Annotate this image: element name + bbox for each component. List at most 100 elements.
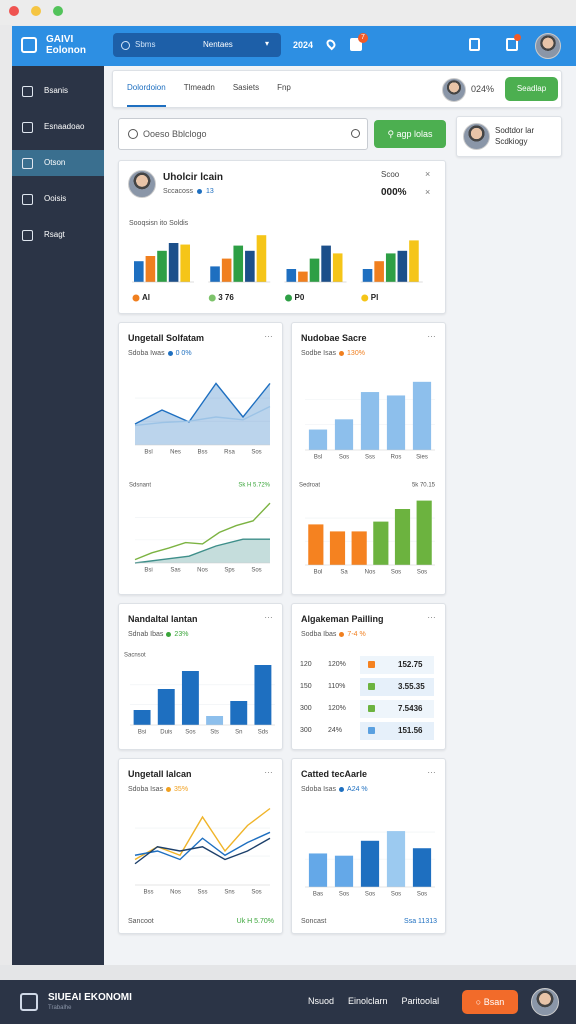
- search-label: Sbms: [135, 40, 156, 49]
- card-dot: [339, 351, 345, 356]
- tab[interactable]: Sasiets: [232, 83, 260, 92]
- close-icon[interactable]: ×: [425, 187, 431, 197]
- sidebar-item[interactable]: Ooisis: [12, 186, 104, 212]
- user-avatar[interactable]: [535, 33, 561, 59]
- sidebar-icon: [22, 230, 33, 241]
- tab[interactable]: Tlmeadn: [183, 83, 215, 92]
- card-subtitle: Sdoba Isas: [128, 786, 164, 793]
- card-badge: 0 0%: [175, 350, 192, 357]
- footer-link[interactable]: Nsuod: [308, 996, 335, 1006]
- card-menu[interactable]: …: [427, 610, 436, 620]
- card-subtitle-row: Sdoba Isas 35%: [128, 786, 188, 793]
- minimize-dot[interactable]: [31, 6, 41, 16]
- footer-sub: Trabalhe: [48, 1005, 72, 1011]
- notification-icon[interactable]: [506, 34, 521, 51]
- footer-avatar[interactable]: [531, 988, 559, 1016]
- summary-side-value: 000%: [381, 187, 407, 198]
- table-cell: 24%: [328, 727, 343, 734]
- logo-icon: [21, 37, 37, 53]
- tabs: Dolordoion Tlmeadn Sasiets Fnp: [127, 71, 291, 107]
- summary-subtitle-row: Sccacoss 13: [163, 188, 214, 195]
- summary-avatar: [128, 170, 156, 198]
- pin-icon[interactable]: [324, 37, 338, 51]
- card-subtitle: Sdoba Isas: [301, 786, 337, 793]
- table-cell: 120%: [328, 661, 346, 668]
- card-menu[interactable]: …: [427, 329, 436, 339]
- search-submit-icon[interactable]: [351, 129, 360, 138]
- close-icon[interactable]: ×: [425, 169, 431, 179]
- sidebar-item[interactable]: Bsanis: [12, 78, 104, 104]
- card-subtitle-row: Sdoba Iwas 0 0%: [128, 350, 192, 357]
- search-select[interactable]: Sbms Nentaes ▾: [113, 33, 281, 57]
- card-menu[interactable]: …: [264, 329, 273, 339]
- summary-dot: [196, 189, 202, 194]
- logo: GAIVI Eolonon: [46, 34, 86, 56]
- footer-link[interactable]: Paritoolal: [401, 996, 440, 1006]
- box-icon[interactable]: 7: [350, 33, 368, 51]
- bag-icon[interactable]: [469, 38, 480, 51]
- card-title: Catted tecAarle: [301, 769, 368, 779]
- footer-link[interactable]: Einolclarn: [348, 996, 388, 1006]
- search-box[interactable]: Ooeso Bblclogo: [118, 118, 368, 150]
- card-title: Ungetall lalcan: [128, 769, 192, 779]
- card-dot: [166, 787, 172, 792]
- card-subtitle-row: Sodbe Isas 130%: [301, 350, 365, 357]
- card-subtitle: Sodba Ibas: [301, 631, 337, 638]
- card-title: Nudobae Sacre: [301, 333, 367, 343]
- card-badge: 7-4 %: [347, 631, 366, 638]
- caret: ▾: [265, 39, 270, 48]
- summary-card: Uholcir lcain Sccacoss 13 Scoo 000% × × S…: [118, 160, 446, 314]
- logo-top: GAIVI: [46, 34, 74, 45]
- tab-bar: Dolordoion Tlmeadn Sasiets Fnp 024% Seadlap: [112, 70, 562, 108]
- profile-role: Scdkiogy: [495, 137, 528, 146]
- year[interactable]: 2024: [293, 40, 314, 50]
- summary-side-label: Scoo: [381, 170, 400, 179]
- card: Nandaltal lantan … Sdnab Ibas 23%: [118, 603, 283, 750]
- footer-logo-icon: [20, 993, 38, 1011]
- card-dot: [339, 632, 345, 637]
- sidebar-item[interactable]: Rsagt: [12, 222, 104, 248]
- table-cell: 120: [300, 661, 312, 668]
- sidebar: Bsanis Esnaadoao Otson Ooisis Rsagt: [12, 66, 104, 965]
- card-title: Nandaltal lantan: [128, 614, 198, 624]
- sidebar-item[interactable]: Esnaadoao: [12, 114, 104, 140]
- search-button[interactable]: ⚲ agp lolas: [374, 120, 446, 148]
- footer-button-label: Bsan: [483, 997, 505, 1007]
- table-icon: [368, 705, 375, 712]
- maximize-dot[interactable]: [53, 6, 63, 16]
- search-icon: [121, 41, 130, 50]
- table-icon: [368, 661, 375, 668]
- tab[interactable]: Fnp: [277, 83, 291, 92]
- table-cell-bg: [360, 678, 434, 696]
- table-cell: 110%: [328, 683, 346, 690]
- profile-name: Sodtdor lar: [495, 126, 535, 135]
- summary-chart-label: Sooqsisn ito Soldis: [129, 220, 189, 227]
- card-menu[interactable]: …: [264, 610, 273, 620]
- close-dot[interactable]: [9, 6, 19, 16]
- tab-button[interactable]: Seadlap: [505, 77, 558, 101]
- gap: [0, 965, 576, 980]
- top-bar: GAIVI Eolonon Sbms Nentaes ▾ 2024 7: [12, 26, 576, 66]
- card-footer-note: Uk H 5.70%: [236, 918, 274, 925]
- sidebar-icon: [22, 194, 33, 205]
- card-subtitle: Sodbe Isas: [301, 350, 337, 357]
- card: Algakeman Pailling … Sodba Ibas 7-4 % 120 120…: [291, 603, 446, 750]
- tab-avatar[interactable]: [442, 78, 466, 102]
- card: Ungetall Solfatam … Sdoba Iwas 0 0%: [118, 322, 283, 595]
- table-cell: 120%: [328, 705, 346, 712]
- card-subtitle-row: Sodba Ibas 7-4 %: [301, 631, 366, 638]
- sidebar-icon: [22, 86, 33, 97]
- sidebar-icon: [22, 158, 33, 169]
- summary-badge: 13: [205, 188, 214, 195]
- footer-button[interactable]: ○ Bsan: [462, 990, 518, 1014]
- sidebar-item[interactable]: Otson: [12, 150, 104, 176]
- card-subtitle-row: Sdnab Ibas 23%: [128, 631, 188, 638]
- card-menu[interactable]: …: [427, 765, 436, 775]
- card-footer-label: Sancoot: [128, 918, 154, 925]
- table-cell: 152.75: [398, 660, 423, 669]
- summary-title: Uholcir lcain: [163, 172, 224, 183]
- card-menu[interactable]: …: [264, 765, 273, 775]
- card-badge: 35%: [174, 786, 189, 793]
- tab[interactable]: Dolordoion: [127, 71, 166, 107]
